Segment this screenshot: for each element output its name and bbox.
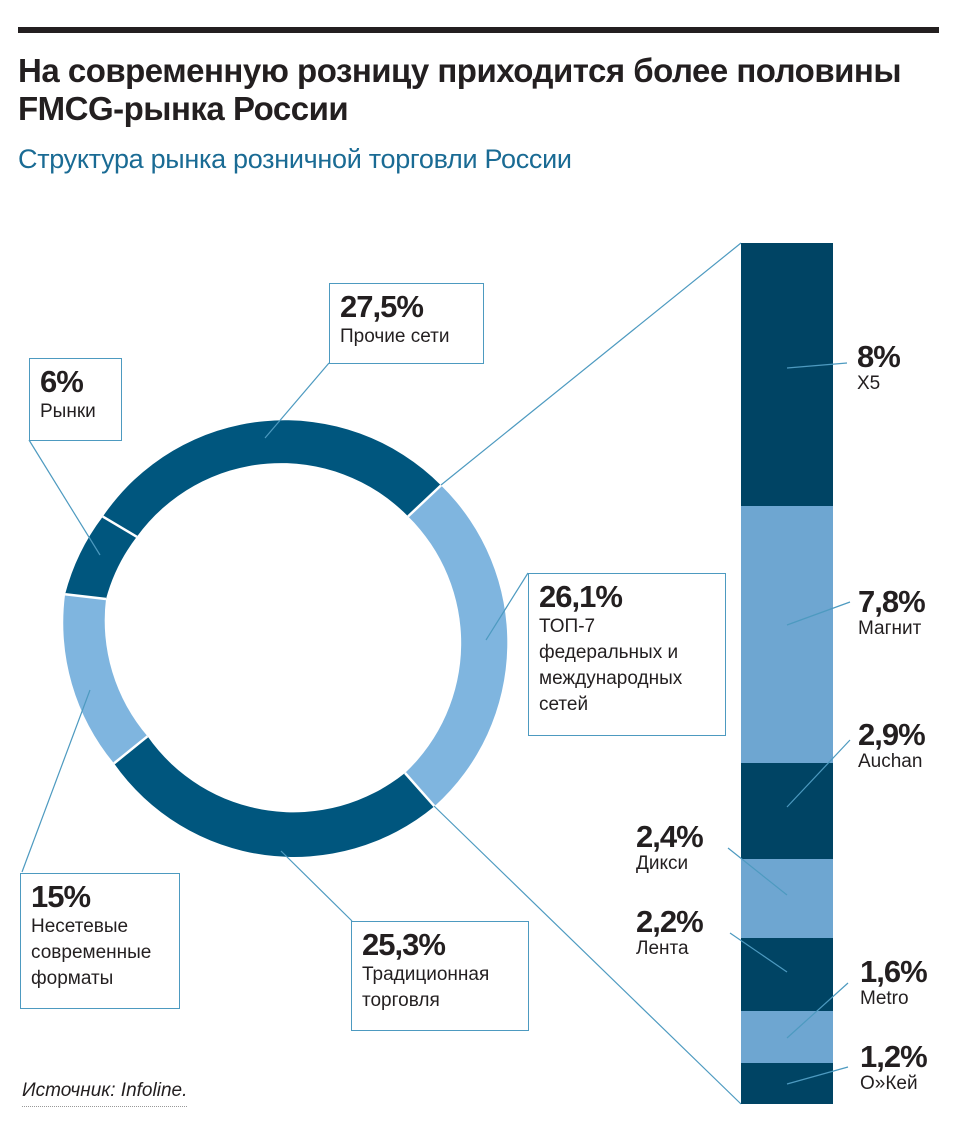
bar-label-name: Auchan xyxy=(858,751,923,772)
callout-label-line: торговля xyxy=(362,990,440,1011)
donut-segment-other-chains xyxy=(102,420,442,537)
bar-segment-metro xyxy=(741,1011,833,1063)
callout-value: 27,5% xyxy=(340,289,424,324)
bar-label-name: Дикси xyxy=(636,853,689,874)
zoom-connectors xyxy=(433,242,742,1105)
callout-label-line: Традиционная xyxy=(362,964,490,985)
callout-label: Рынки xyxy=(40,401,96,422)
callout-value: 6% xyxy=(40,364,84,399)
bar-label-value: 1,6% xyxy=(860,954,928,989)
callout-top7: 26,1% ТОП-7 федеральных и международных … xyxy=(528,573,726,736)
bar-segment-x5 xyxy=(741,243,833,506)
bar-label-lenta: 2,2% Лента xyxy=(636,904,704,960)
bar-label-auchan: 2,9% Auchan xyxy=(858,717,926,773)
bar-label-value: 2,9% xyxy=(858,717,926,752)
callout-value: 15% xyxy=(31,879,91,914)
callout-nonchain: 15% Несетевые современные форматы xyxy=(20,873,180,1009)
bar-label-name: О»Кей xyxy=(860,1073,918,1094)
callout-label-line: ТОП-7 xyxy=(539,616,596,637)
chart-title: На современную розницу приходится более … xyxy=(18,52,902,127)
top-rule xyxy=(18,27,939,33)
bar-label-value: 2,4% xyxy=(636,819,704,854)
bar-label-dixy: 2,4% Дикси xyxy=(636,819,704,875)
callout-label-line: федеральных и xyxy=(539,642,679,663)
callout-other-chains: 27,5% Прочие сети xyxy=(329,283,484,364)
bar-segment-auchan xyxy=(741,763,833,859)
callout-value: 26,1% xyxy=(539,579,623,614)
source-note: Источник: Infoline. xyxy=(22,1079,188,1107)
bar-label-name: Магнит xyxy=(858,618,922,639)
bar-segment-magnit xyxy=(741,506,833,763)
donut-segment-traditional xyxy=(114,736,435,857)
bar-label-name: Metro xyxy=(860,988,909,1009)
callout-label-line: Несетевые xyxy=(31,916,129,937)
bar-label-name: Лента xyxy=(636,938,689,959)
bar-segment-dixy xyxy=(741,859,833,938)
callout-traditional: 25,3% Традиционная торговля xyxy=(351,921,529,1031)
bar-segment-lenta xyxy=(741,938,833,1011)
leader-lines xyxy=(21,362,851,1085)
callout-label-line: международных xyxy=(539,668,683,689)
donut-chart xyxy=(63,420,508,857)
chart-subtitle: Структура рынка розничной торговли Росси… xyxy=(18,144,572,174)
stacked-bar xyxy=(741,243,833,1104)
callout-label-line: сетей xyxy=(539,694,589,715)
bar-label-name: X5 xyxy=(857,373,881,394)
callout-label-line: современные xyxy=(31,942,152,963)
donut-segment-top7 xyxy=(405,485,508,807)
callout-value: 25,3% xyxy=(362,927,446,962)
bar-label-value: 2,2% xyxy=(636,904,704,939)
callout-label: Прочие сети xyxy=(340,326,450,347)
bar-label-okey: 1,2% О»Кей xyxy=(860,1039,928,1095)
bar-label-value: 7,8% xyxy=(858,584,926,619)
callout-label-line: форматы xyxy=(31,968,114,989)
donut-segment-nonchain xyxy=(63,594,148,764)
bar-label-value: 8% xyxy=(857,339,901,374)
bar-label-magnit: 7,8% Магнит xyxy=(858,584,926,640)
callout-markets: 6% Рынки xyxy=(29,358,122,441)
donut-segment-markets xyxy=(65,516,137,599)
bar-label-value: 1,2% xyxy=(860,1039,928,1074)
bar-label-x5: 8% X5 xyxy=(857,339,901,395)
bar-label-metro: 1,6% Metro xyxy=(860,954,928,1010)
